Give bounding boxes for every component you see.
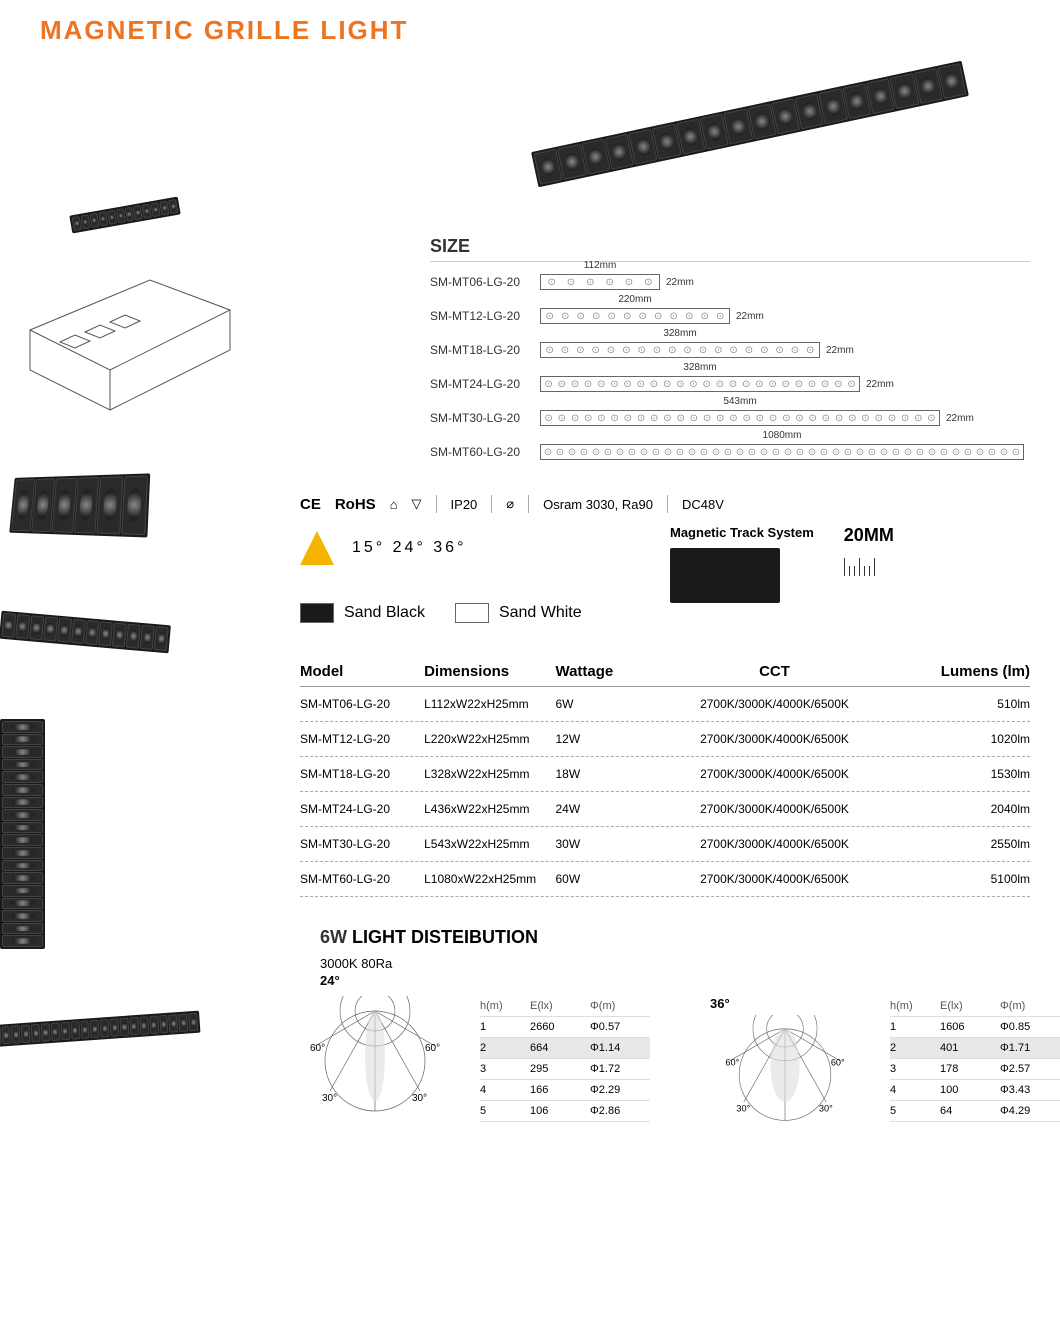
dist-table-24: h(m)E(lx)Φ(m)12660Φ0.572664Φ1.143295Φ1.7… [480, 996, 650, 1122]
beam-icon [300, 531, 334, 565]
svg-text:60°: 60° [310, 1043, 325, 1054]
track-system-label: Magnetic Track System [670, 525, 814, 540]
track-profile-image [670, 548, 780, 603]
th-wattage: Wattage [555, 663, 628, 680]
track-width: 20MM [844, 525, 894, 546]
spec-row: SM-MT06-LG-20L112xW22xH25mm6W2700K/3000K… [300, 687, 1030, 722]
track-system-block: Magnetic Track System 20MM [670, 525, 1030, 603]
size-row: SM-MT18-LG-20 328mm 22mm [430, 342, 1030, 358]
light-distribution-section: 6W 6W LIGHT DISTEIBUTIONLIGHT DISTEIBUTI… [300, 927, 1030, 1135]
ruler-icon [844, 546, 894, 576]
spec-row: SM-MT12-LG-20L220xW22xH25mm12W2700K/3000… [300, 722, 1030, 757]
sizes-list: SM-MT06-LG-20 112mm 22mm SM-MT12-LG-20 22… [430, 274, 1030, 460]
spec-row: SM-MT24-LG-20L436xW22xH25mm24W2700K/3000… [300, 792, 1030, 827]
dist-table-36: h(m)E(lx)Φ(m)11606Φ0.852401Φ1.713178Φ2.5… [890, 996, 1060, 1122]
size-row: SM-MT24-LG-20 328mm 22mm [430, 376, 1030, 392]
voltage: DC48V [682, 497, 724, 512]
svg-text:60°: 60° [831, 1057, 845, 1067]
svg-text:30°: 30° [412, 1093, 427, 1104]
svg-text:30°: 30° [322, 1093, 337, 1104]
svg-text:60°: 60° [725, 1057, 739, 1067]
no-dim-icon: ⌀ [506, 496, 514, 512]
svg-text:30°: 30° [819, 1103, 833, 1113]
spec-row: SM-MT60-LG-20L1080xW22xH25mm60W2700K/300… [300, 862, 1030, 897]
ip-rating: IP20 [451, 497, 478, 512]
th-cct: CCT [628, 663, 920, 680]
angle-24-label: 24° [320, 973, 1030, 988]
angle-36-label: 36° [710, 996, 860, 1011]
swatch-black [300, 603, 334, 623]
spec-row: SM-MT18-LG-20L328xW22xH25mm18W2700K/3000… [300, 757, 1030, 792]
beam-angles: 15° 24° 36° [352, 539, 466, 557]
finish-white-label: Sand White [499, 604, 582, 622]
polar-diagram-36: 60° 60° 30° 30° [710, 1015, 860, 1135]
swatch-white [455, 603, 489, 623]
th-model: Model [300, 663, 424, 680]
page-title: MAGNETIC GRILLE LIGHT [40, 15, 1030, 46]
th-lumens: Lumens (lm) [920, 663, 1030, 680]
finishes-row: Sand Black Sand White [300, 603, 1030, 623]
polar-diagram-24: 60° 60° 30° 30° [300, 996, 450, 1116]
house-icon: ⌂ [390, 497, 398, 512]
svg-text:30°: 30° [736, 1103, 750, 1113]
certifications-row: CE RoHS ⌂ ▽ IP20 ⌀ Osram 3030, Ra90 DC48… [300, 495, 1030, 513]
chip-info: Osram 3030, Ra90 [543, 497, 653, 512]
size-row: SM-MT60-LG-20 1080mm [430, 444, 1030, 460]
size-row: SM-MT12-LG-20 220mm 22mm [430, 308, 1030, 324]
triangle-icon: ▽ [412, 496, 422, 512]
svg-text:60°: 60° [425, 1043, 440, 1054]
distribution-title: 6W 6W LIGHT DISTEIBUTIONLIGHT DISTEIBUTI… [320, 927, 1030, 948]
size-heading: SIZE [430, 236, 1030, 262]
finish-black-label: Sand Black [344, 604, 425, 622]
ce-mark: CE [300, 496, 321, 513]
spec-table: Model Dimensions Wattage CCT Lumens (lm)… [300, 663, 1030, 897]
left-image-column [0, 170, 240, 1044]
distribution-subtitle: 3000K 80Ra [320, 956, 1030, 971]
rohs-mark: RoHS [335, 496, 376, 513]
th-dimensions: Dimensions [424, 663, 555, 680]
size-row: SM-MT06-LG-20 112mm 22mm [430, 274, 1030, 290]
size-row: SM-MT30-LG-20 543mm 22mm [430, 410, 1030, 426]
spec-row: SM-MT30-LG-20L543xW22xH25mm30W2700K/3000… [300, 827, 1030, 862]
